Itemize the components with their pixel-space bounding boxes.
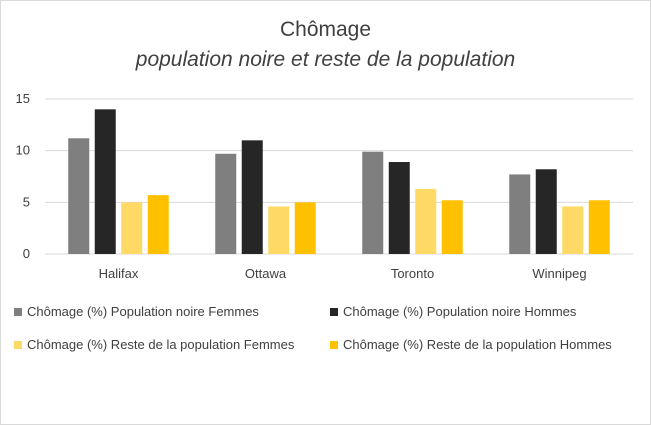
y-tick-label-10: 10 (16, 143, 30, 158)
legend-swatch-4 (330, 341, 338, 349)
bar-toronto-series-4 (441, 200, 463, 254)
bar-halifax-series-1 (68, 138, 90, 254)
x-tick-label-ottawa: Ottawa (245, 266, 287, 281)
legend-item-2: Chômage (%) Population noire Hommes (330, 304, 576, 319)
x-tick-label-toronto: Toronto (391, 266, 434, 281)
bar-toronto-series-2 (388, 162, 410, 254)
bar-ottawa-series-1 (215, 153, 237, 254)
bar-winnipeg-series-3 (562, 206, 584, 254)
chart-title: Chômage (279, 18, 372, 41)
bar-toronto-series-3 (415, 188, 437, 254)
legend-swatch-2 (330, 308, 338, 316)
bar-winnipeg-series-4 (588, 200, 610, 254)
y-tick-label-0: 0 (23, 246, 30, 261)
bar-winnipeg-series-1 (509, 174, 531, 254)
y-tick-label-5: 5 (23, 194, 30, 209)
x-tick-label-halifax: Halifax (99, 266, 139, 281)
chart-subtitle: population noire et reste de la populati… (135, 48, 516, 71)
legend-label-1: Chômage (%) Population noire Femmes (27, 304, 259, 319)
bar-ottawa-series-4 (294, 202, 316, 254)
bar-ottawa-series-3 (268, 206, 290, 254)
bar-halifax-series-2 (94, 109, 116, 254)
bar-halifax-series-3 (121, 202, 143, 254)
x-tick-label-winnipeg: Winnipeg (532, 266, 586, 281)
bar-toronto-series-1 (362, 151, 384, 254)
bar-ottawa-series-2 (241, 140, 263, 254)
bar-winnipeg-series-2 (535, 169, 557, 254)
legend-label-4: Chômage (%) Reste de la population Homme… (343, 337, 612, 352)
legend-swatch-1 (14, 308, 22, 316)
legend-item-3: Chômage (%) Reste de la population Femme… (14, 337, 294, 352)
bar-halifax-series-4 (147, 195, 169, 254)
y-tick-label-15: 15 (16, 91, 30, 106)
legend-item-1: Chômage (%) Population noire Femmes (14, 304, 259, 319)
legend-label-3: Chômage (%) Reste de la population Femme… (27, 337, 295, 352)
legend-swatch-3 (14, 341, 22, 349)
legend-item-4: Chômage (%) Reste de la population Homme… (330, 337, 612, 352)
legend-label-2: Chômage (%) Population noire Hommes (343, 304, 577, 319)
